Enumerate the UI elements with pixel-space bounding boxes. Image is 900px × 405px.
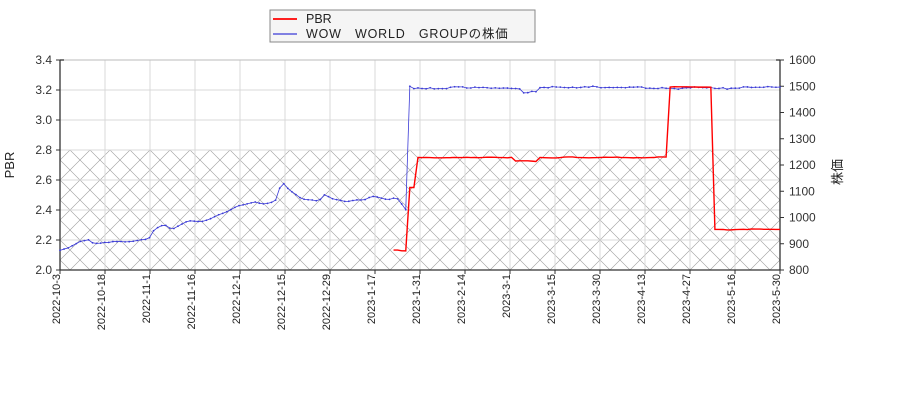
- svg-text:株価: 株価: [830, 159, 845, 185]
- svg-text:2.6: 2.6: [35, 173, 52, 187]
- svg-text:2023-5-16: 2023-5-16: [726, 274, 738, 324]
- svg-text:PBR: PBR: [2, 152, 17, 179]
- svg-text:2023-3-1: 2023-3-1: [501, 274, 513, 318]
- svg-text:2022-10-18: 2022-10-18: [96, 274, 108, 330]
- svg-text:2022-12-1: 2022-12-1: [231, 274, 243, 324]
- svg-text:2023-3-30: 2023-3-30: [591, 274, 603, 324]
- svg-text:2023-4-27: 2023-4-27: [681, 274, 693, 324]
- svg-text:2022-10-3: 2022-10-3: [51, 274, 63, 324]
- svg-text:1600: 1600: [789, 53, 816, 67]
- svg-text:800: 800: [789, 263, 809, 277]
- svg-text:2.2: 2.2: [35, 233, 52, 247]
- svg-text:900: 900: [789, 237, 809, 251]
- svg-text:1300: 1300: [789, 132, 816, 146]
- svg-text:1000: 1000: [789, 211, 816, 225]
- svg-text:2022-12-29: 2022-12-29: [321, 274, 333, 330]
- svg-text:2022-11-16: 2022-11-16: [186, 274, 198, 329]
- svg-text:2023-1-31: 2023-1-31: [411, 274, 423, 324]
- svg-text:2.8: 2.8: [35, 143, 52, 157]
- svg-text:2023-4-13: 2023-4-13: [636, 274, 648, 324]
- svg-text:2.4: 2.4: [35, 203, 52, 217]
- svg-text:WOW WORLD GROUPの株価: WOW WORLD GROUPの株価: [306, 26, 509, 41]
- svg-text:2.0: 2.0: [35, 263, 52, 277]
- svg-text:2023-5-30: 2023-5-30: [771, 274, 783, 324]
- svg-text:2022-12-15: 2022-12-15: [276, 274, 288, 330]
- svg-text:2023-2-14: 2023-2-14: [456, 274, 468, 324]
- svg-text:1100: 1100: [789, 184, 815, 198]
- svg-text:3.2: 3.2: [35, 83, 52, 97]
- svg-text:1200: 1200: [789, 158, 816, 172]
- svg-text:PBR: PBR: [306, 12, 332, 26]
- svg-text:2023-1-17: 2023-1-17: [366, 274, 378, 324]
- svg-text:3.4: 3.4: [35, 53, 52, 67]
- svg-text:1400: 1400: [789, 106, 816, 120]
- svg-text:3.0: 3.0: [35, 113, 52, 127]
- svg-text:2023-3-15: 2023-3-15: [546, 274, 558, 324]
- svg-text:2022-11-1: 2022-11-1: [141, 274, 153, 323]
- svg-text:1500: 1500: [789, 79, 816, 93]
